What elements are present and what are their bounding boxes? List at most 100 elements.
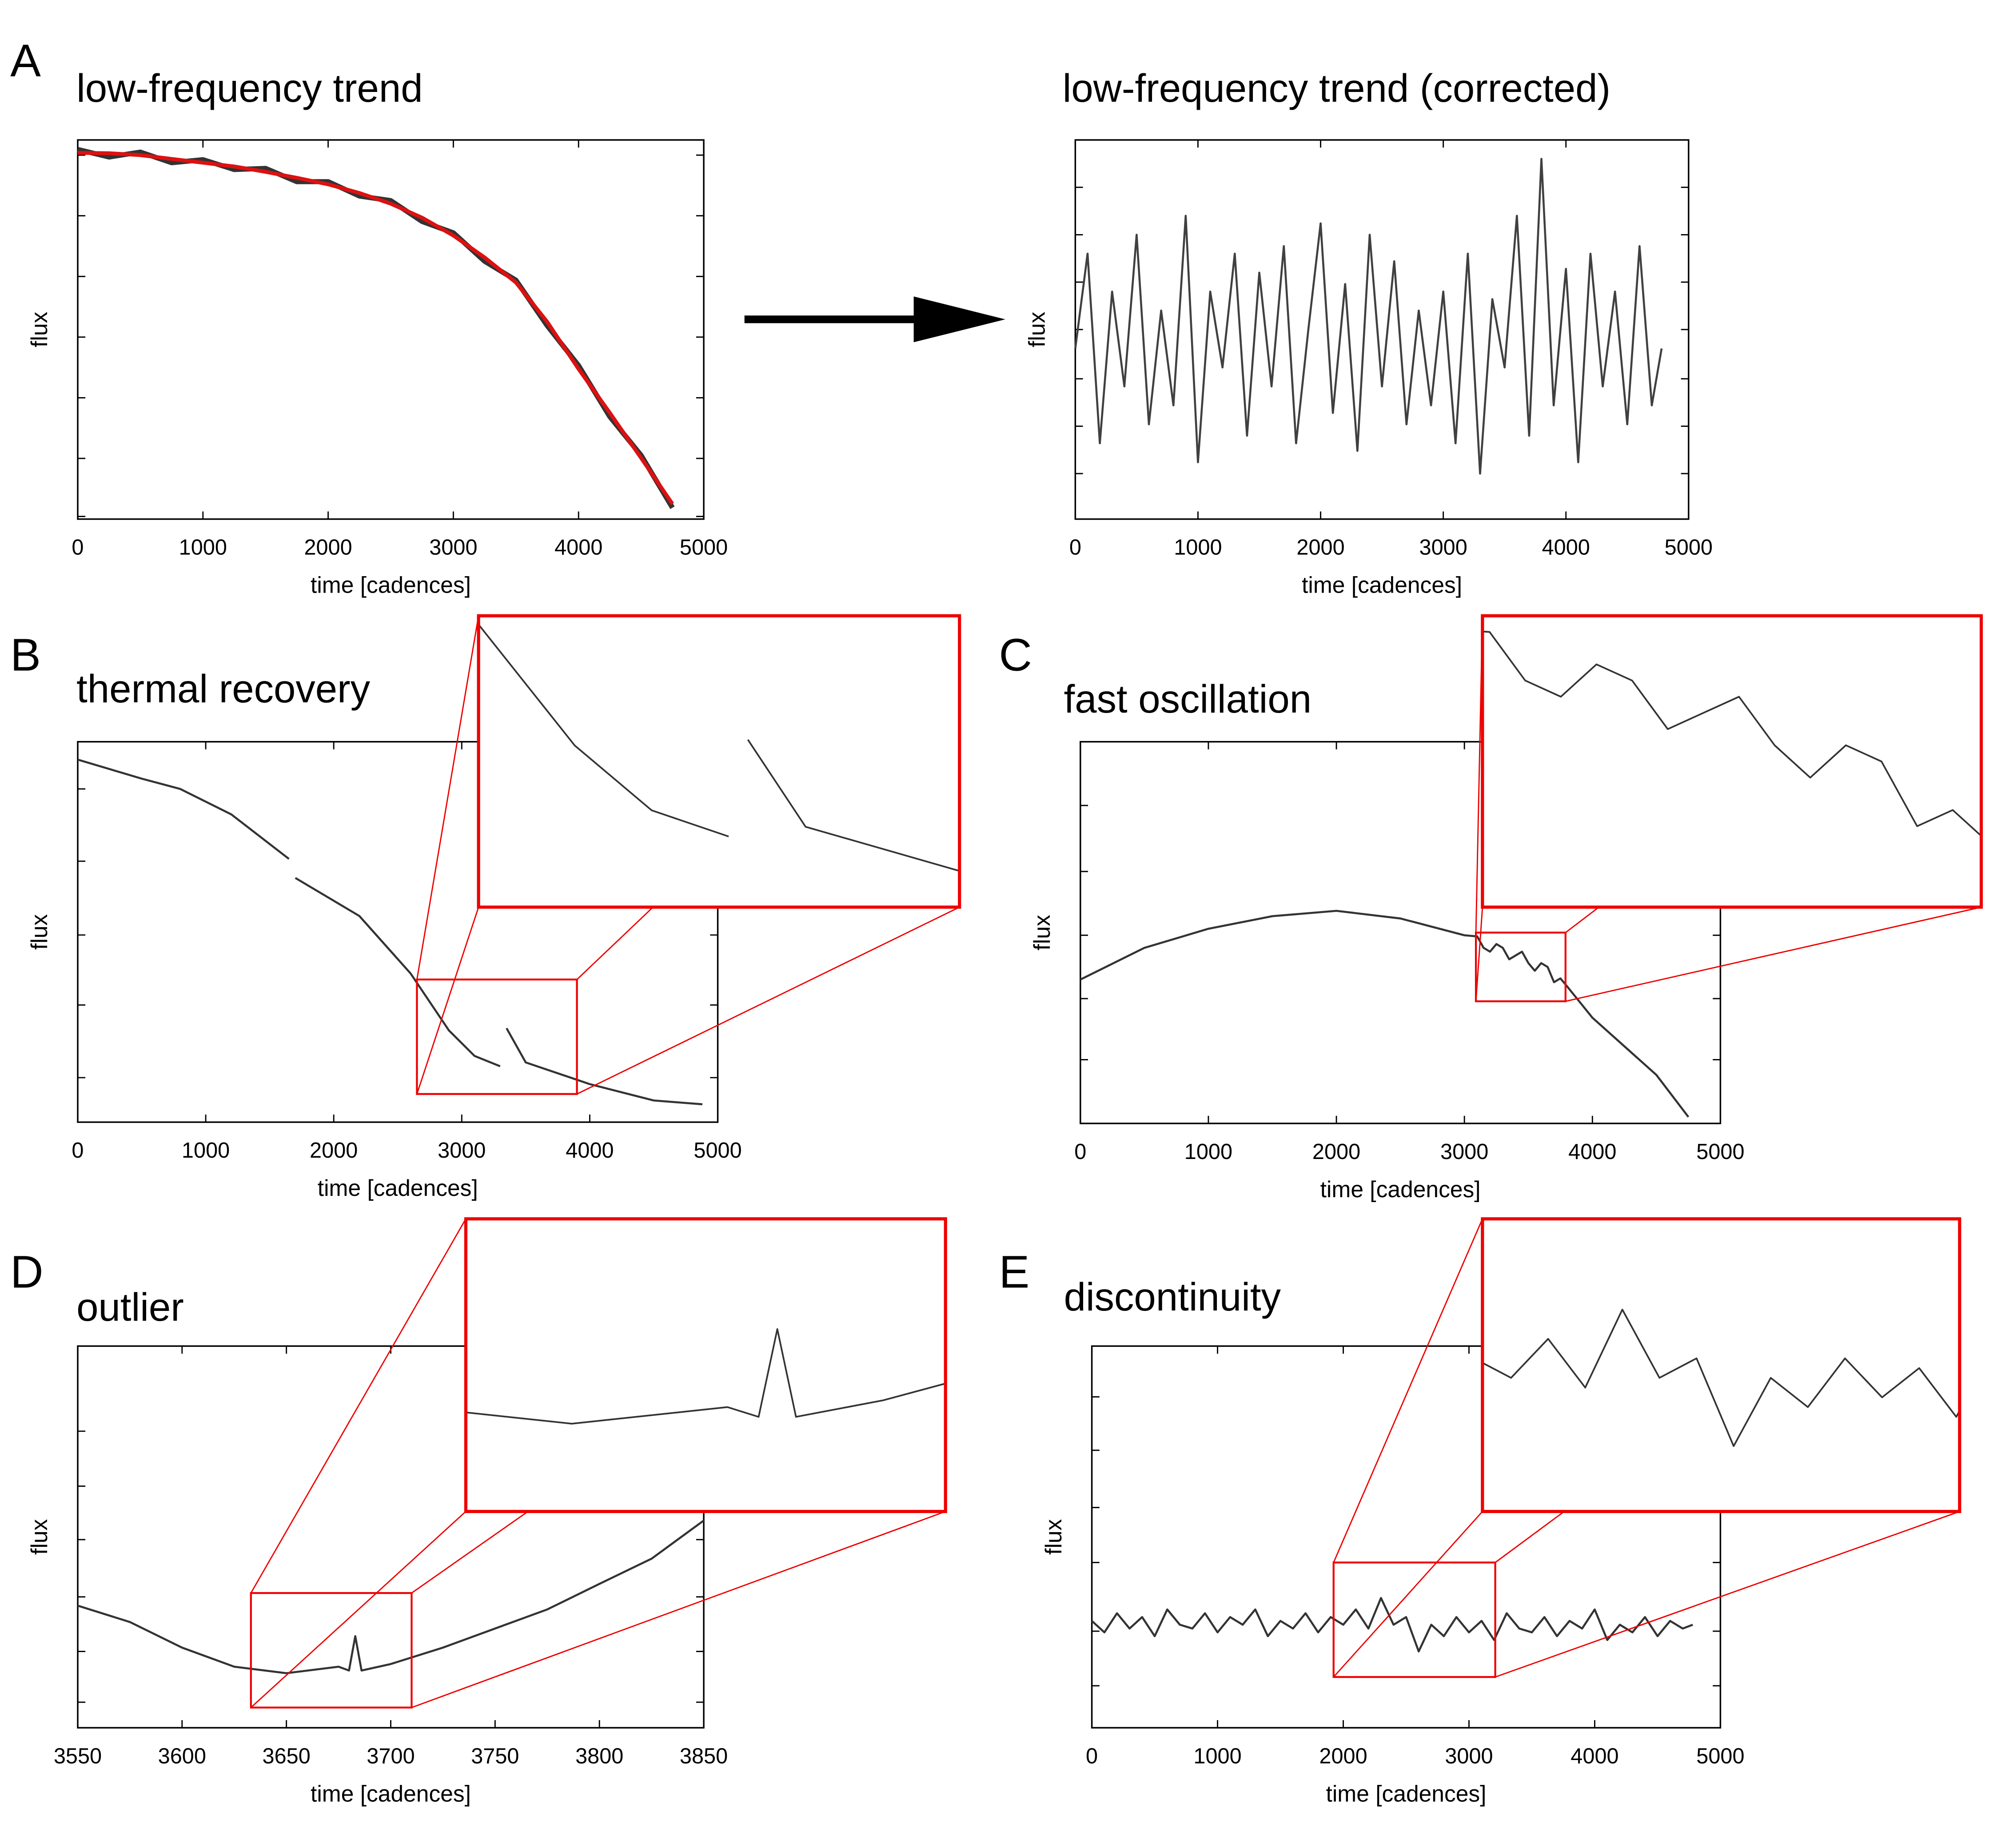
chart-title: outlier xyxy=(76,1285,184,1329)
chart-title: fast oscillation xyxy=(1064,677,1312,721)
x-tick-label: 4000 xyxy=(554,536,602,560)
chart-title: low-frequency trend (corrected) xyxy=(1063,66,1610,110)
inset-background xyxy=(1482,616,1981,908)
plot-frame xyxy=(1080,741,1722,1124)
x-tick-label: 5000 xyxy=(1665,536,1713,560)
zoom-connector xyxy=(250,1219,466,1593)
zoom-region xyxy=(1332,1561,1496,1678)
x-axis-label: time [cadences] xyxy=(1320,1176,1481,1202)
inset-line xyxy=(1482,1309,1960,1447)
zoom-connector xyxy=(1475,907,1483,1002)
x-tick-label: 3750 xyxy=(471,1744,519,1768)
zoom-connector xyxy=(411,1511,946,1709)
y-axis-label: flux xyxy=(1029,915,1055,950)
x-tick-label: 0 xyxy=(72,536,84,560)
panel-label: B xyxy=(10,629,41,680)
x-tick-label: 5000 xyxy=(1696,1140,1744,1164)
x-tick-label: 3850 xyxy=(680,1744,728,1768)
zoom-region xyxy=(416,978,578,1095)
x-tick-label: 4000 xyxy=(566,1139,614,1163)
x-tick-label: 3550 xyxy=(54,1744,102,1768)
panel-label: E xyxy=(999,1246,1030,1297)
inset-line xyxy=(1482,630,1981,837)
x-axis-label: time [cadences] xyxy=(311,1780,471,1806)
chart-title: thermal recovery xyxy=(76,667,371,711)
inset-background xyxy=(466,1219,946,1512)
data-line xyxy=(1080,910,1690,1118)
x-tick-label: 3000 xyxy=(1445,1744,1493,1768)
x-tick-label: 2000 xyxy=(1312,1140,1360,1164)
plot-frame xyxy=(1091,1345,1722,1729)
x-tick-label: 4000 xyxy=(1570,1744,1618,1768)
x-axis-label: time [cadences] xyxy=(311,572,471,598)
x-tick-label: 5000 xyxy=(694,1139,741,1163)
x-tick-label: 2000 xyxy=(1296,536,1344,560)
zoom-connector xyxy=(416,615,479,980)
x-tick-label: 0 xyxy=(1074,1140,1086,1164)
x-tick-label: 5000 xyxy=(680,536,728,560)
x-tick-label: 1000 xyxy=(1184,1140,1232,1164)
chart-title: discontinuity xyxy=(1064,1275,1281,1319)
x-tick-label: 1000 xyxy=(1174,536,1222,560)
x-tick-label: 2000 xyxy=(1319,1744,1367,1768)
inset-frame xyxy=(1481,1217,1961,1513)
inset-frame xyxy=(477,614,961,909)
x-tick-label: 4000 xyxy=(1542,536,1590,560)
x-axis-label: time [cadences] xyxy=(318,1175,478,1201)
zoom-connector xyxy=(1565,906,1981,1002)
x-tick-label: 0 xyxy=(1069,536,1081,560)
panel: low-frequency trend (corrected) time [cad… xyxy=(1024,66,1713,598)
x-tick-label: 5000 xyxy=(1696,1744,1744,1768)
data-line xyxy=(1091,1597,1693,1653)
inset-plot xyxy=(478,623,960,872)
x-tick-label: 3600 xyxy=(158,1744,206,1768)
x-tick-label: 3000 xyxy=(1419,536,1467,560)
zoom-connector xyxy=(577,906,960,1095)
x-tick-label: 1000 xyxy=(179,536,227,560)
data-line xyxy=(1074,158,1663,475)
x-tick-label: 0 xyxy=(1086,1744,1098,1768)
inset-frame xyxy=(1481,614,1983,909)
x-tick-label: 2000 xyxy=(304,536,352,560)
x-tick-label: 1000 xyxy=(182,1139,230,1163)
x-axis-label: time [cadences] xyxy=(1302,572,1462,598)
inset-line xyxy=(466,1328,946,1425)
zoom-connector xyxy=(1333,1219,1483,1563)
x-tick-label: 3800 xyxy=(575,1744,623,1768)
x-tick-label: 3700 xyxy=(367,1744,415,1768)
panel-label: D xyxy=(10,1246,43,1297)
data-line xyxy=(77,1519,705,1674)
inset-line xyxy=(478,623,960,872)
zoom-connector xyxy=(416,907,479,1095)
inset-frame xyxy=(464,1217,947,1513)
y-axis-label: flux xyxy=(26,1519,52,1554)
zoom-region xyxy=(250,1592,413,1709)
x-tick-label: 4000 xyxy=(1568,1140,1616,1164)
x-tick-label: 0 xyxy=(72,1139,84,1163)
arrow-head xyxy=(913,296,1005,343)
inset-background xyxy=(1482,1219,1960,1512)
arrow xyxy=(744,296,1005,343)
y-axis-label: flux xyxy=(1024,311,1050,347)
zoom-connector xyxy=(1333,1511,1483,1678)
panel-label: A xyxy=(10,35,41,86)
inset-background xyxy=(478,616,960,908)
plot-frame xyxy=(77,741,719,1123)
x-tick-label: 3000 xyxy=(438,1139,486,1163)
zoom-connector xyxy=(1495,1511,1960,1678)
x-tick-label: 1000 xyxy=(1193,1744,1241,1768)
chart-title: low-frequency trend xyxy=(76,66,423,110)
x-tick-label: 3000 xyxy=(429,536,477,560)
y-axis-label: flux xyxy=(1040,1519,1066,1554)
panel-label: C xyxy=(999,629,1032,680)
y-axis-label: flux xyxy=(26,311,52,347)
data-line xyxy=(77,151,674,505)
